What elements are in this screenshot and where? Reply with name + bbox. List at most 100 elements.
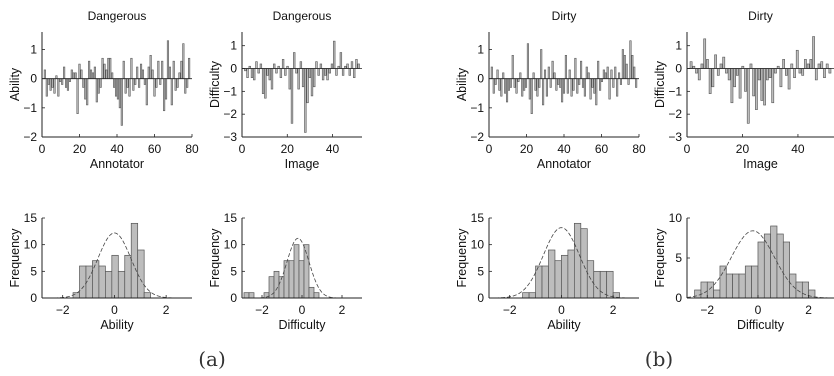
chart-6: −2 0 2 0 5 10 15 Difficulty Frequency xyxy=(208,211,362,332)
bar xyxy=(806,63,810,69)
bar xyxy=(184,78,187,94)
bar xyxy=(114,78,118,97)
histogram-bar xyxy=(137,249,145,299)
histogram-bar xyxy=(593,270,601,299)
bar xyxy=(795,49,799,69)
bar xyxy=(43,69,46,79)
bar xyxy=(99,78,102,88)
bar xyxy=(515,78,518,94)
bar xyxy=(733,68,737,88)
bar xyxy=(297,68,300,90)
histogram-bar xyxy=(293,244,300,299)
y-tick-label: 15 xyxy=(471,211,485,225)
bar xyxy=(186,78,189,88)
histogram-bar xyxy=(776,233,784,299)
bar xyxy=(268,68,271,81)
bar xyxy=(631,55,634,79)
x-tick-label: 40 xyxy=(557,142,571,156)
bar xyxy=(757,68,761,81)
bar xyxy=(55,75,58,79)
bar xyxy=(95,78,98,103)
y-tick-label: 5 xyxy=(30,264,37,278)
bar xyxy=(273,63,276,69)
histogram-bar xyxy=(79,265,87,299)
bar xyxy=(505,78,509,103)
bar xyxy=(589,78,592,100)
histogram-bar xyxy=(567,249,575,299)
bar xyxy=(580,60,583,79)
bar xyxy=(128,78,131,97)
bar xyxy=(149,55,152,79)
bar xyxy=(164,78,168,100)
y-axis-label: Ability xyxy=(455,67,469,101)
bar xyxy=(532,72,535,79)
bar xyxy=(790,63,794,69)
bar xyxy=(284,68,287,76)
y-tick-label: 5 xyxy=(230,264,237,278)
bar xyxy=(608,78,611,100)
bar xyxy=(706,59,709,69)
bar xyxy=(820,61,824,69)
bar xyxy=(101,57,104,79)
bar xyxy=(583,78,586,97)
histogram-bar xyxy=(694,289,702,299)
chart-7: −2 0 2 0 5 10 15 Ability Frequency xyxy=(455,211,639,332)
histogram-bar xyxy=(763,233,771,299)
bar xyxy=(261,68,265,94)
bar xyxy=(524,78,528,88)
bar xyxy=(793,68,796,78)
bar xyxy=(145,78,148,106)
bar xyxy=(151,69,154,79)
bar xyxy=(306,68,309,104)
bar xyxy=(176,78,179,88)
bar xyxy=(496,69,499,79)
bar xyxy=(621,49,624,79)
histogram-bar xyxy=(801,281,810,299)
bar xyxy=(182,43,185,79)
bar xyxy=(97,78,100,94)
bar xyxy=(180,60,183,79)
bar xyxy=(157,60,160,79)
bar xyxy=(126,78,129,88)
x-tick-label: −2 xyxy=(700,303,714,317)
bar xyxy=(107,57,110,79)
histogram-bar xyxy=(548,249,556,299)
bar xyxy=(730,68,734,104)
x-tick-label: −2 xyxy=(56,303,70,317)
y-tick-label: 0 xyxy=(230,291,237,305)
histogram-bar xyxy=(580,228,588,299)
chart-1: 0 20 40 60 80 −2 −1 0 1 Dangerous Annotator Ability xyxy=(8,9,199,171)
x-tick-label: 0 xyxy=(755,303,762,317)
bar xyxy=(116,78,120,100)
bar xyxy=(502,72,505,79)
bar xyxy=(91,72,95,79)
bar xyxy=(357,63,360,69)
bar xyxy=(143,78,146,85)
bar xyxy=(89,69,93,79)
y-tick-label: 5 xyxy=(477,264,484,278)
bar xyxy=(528,78,531,100)
bar xyxy=(812,36,815,69)
bar xyxy=(549,78,552,88)
bar xyxy=(559,78,562,88)
bar xyxy=(172,60,175,79)
bar xyxy=(141,69,145,79)
bar xyxy=(553,72,556,79)
bar xyxy=(266,68,269,76)
bar xyxy=(771,68,775,104)
histogram-bar xyxy=(706,281,714,299)
bar xyxy=(290,68,294,124)
bar xyxy=(814,68,818,81)
bar xyxy=(591,78,594,88)
bar xyxy=(350,61,354,69)
histogram-bar xyxy=(719,265,727,299)
bar xyxy=(597,60,600,79)
x-tick-label: 20 xyxy=(736,142,750,156)
y-tick-label: −1 xyxy=(23,101,37,115)
x-tick-label: 60 xyxy=(595,142,609,156)
bar xyxy=(760,68,764,101)
bar xyxy=(581,78,585,88)
bar xyxy=(333,40,336,69)
bar xyxy=(600,78,604,82)
bar xyxy=(526,43,529,79)
